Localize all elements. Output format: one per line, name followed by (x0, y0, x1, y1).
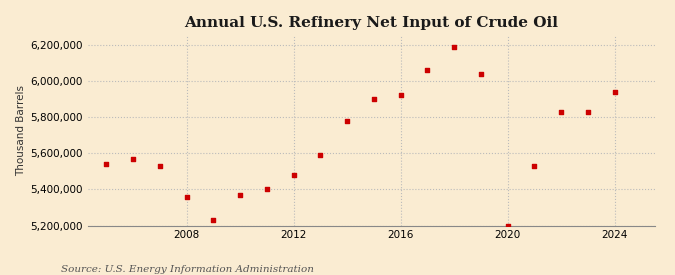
Point (208, 218, 219, 222)
Text: Source: U.S. Energy Information Administration: Source: U.S. Energy Information Administ… (61, 265, 314, 274)
Point (128, 156, 138, 161)
Point (422, 68, 433, 72)
Title: Annual U.S. Refinery Net Input of Crude Oil: Annual U.S. Refinery Net Input of Crude … (184, 16, 558, 31)
Point (449, 44, 460, 49)
Point (396, 93, 406, 98)
Point (342, 119, 352, 123)
Point (182, 194, 192, 199)
Point (288, 173, 299, 177)
Point (155, 164, 165, 168)
Point (583, 109, 593, 114)
Point (261, 187, 272, 192)
Point (610, 90, 620, 94)
Y-axis label: Thousand Barrels: Thousand Barrels (16, 85, 26, 176)
Point (475, 72, 486, 76)
Point (556, 109, 566, 114)
Point (315, 153, 326, 157)
Point (502, 223, 513, 228)
Point (101, 162, 112, 166)
Point (369, 97, 379, 101)
Point (235, 192, 246, 197)
Point (529, 164, 540, 168)
